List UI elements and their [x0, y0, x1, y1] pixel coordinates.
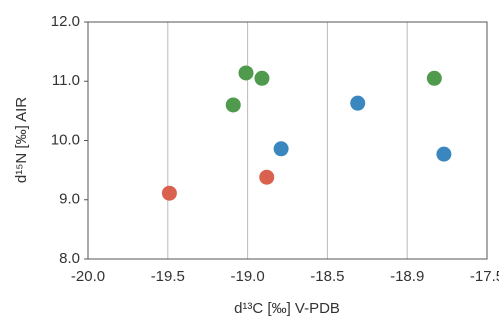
- point: [259, 169, 275, 185]
- plot-frame: [87, 21, 488, 260]
- x-tick-label: -18.9: [390, 268, 424, 285]
- point: [350, 95, 366, 111]
- y-tick-label: 11.0: [52, 72, 80, 89]
- y-tick-label: 8.0: [59, 250, 80, 267]
- point: [273, 141, 289, 157]
- x-tick-label: -20.0: [71, 268, 105, 285]
- point: [436, 146, 452, 162]
- x-axis-title: d¹³C [‰] V-PDB: [234, 300, 340, 317]
- point: [161, 185, 177, 201]
- y-tick-label: 9.0: [59, 191, 80, 208]
- x-tick-label: -18.5: [310, 268, 344, 285]
- y-axis-title: d¹⁵N [‰] AIR: [13, 97, 30, 183]
- x-tick-label: -17.5: [470, 268, 499, 285]
- x-tick-label: -19.5: [151, 268, 185, 285]
- point: [238, 65, 254, 81]
- y-tick-label: 12.0: [51, 13, 80, 30]
- y-tick-label: 10.0: [51, 131, 80, 148]
- point: [426, 70, 442, 86]
- point: [254, 70, 270, 86]
- point: [225, 97, 241, 113]
- x-tick-label: -19.0: [230, 268, 264, 285]
